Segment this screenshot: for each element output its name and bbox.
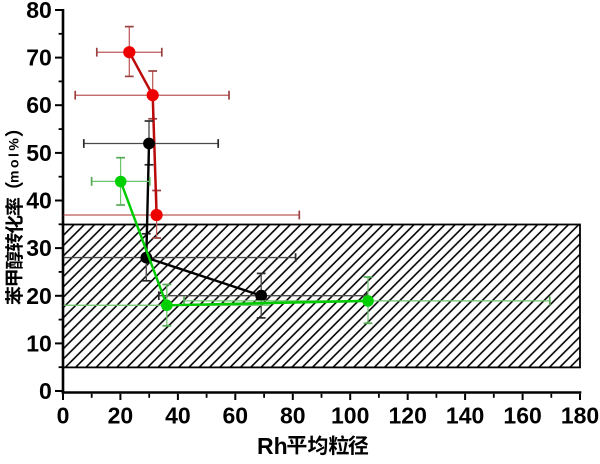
svg-text:80: 80 bbox=[280, 403, 306, 429]
svg-text:60: 60 bbox=[223, 403, 249, 429]
svg-text:100: 100 bbox=[331, 403, 369, 429]
svg-text:20: 20 bbox=[26, 283, 52, 309]
svg-text:20: 20 bbox=[108, 403, 134, 429]
svg-text:0: 0 bbox=[39, 378, 52, 404]
svg-text:10: 10 bbox=[26, 330, 52, 356]
svg-text:Rh: Rh bbox=[257, 433, 288, 459]
svg-text:30: 30 bbox=[26, 235, 52, 261]
svg-text:120: 120 bbox=[389, 403, 427, 429]
svg-text:80: 80 bbox=[26, 0, 52, 23]
svg-text:50: 50 bbox=[26, 140, 52, 166]
svg-text:0: 0 bbox=[57, 403, 70, 429]
svg-text:70: 70 bbox=[26, 45, 52, 71]
svg-text:mol%: mol% bbox=[6, 136, 22, 183]
svg-text:40: 40 bbox=[165, 403, 191, 429]
svg-text:60: 60 bbox=[26, 92, 52, 118]
svg-text:160: 160 bbox=[503, 403, 541, 429]
svg-text:180: 180 bbox=[561, 403, 599, 429]
svg-text:40: 40 bbox=[26, 188, 52, 214]
svg-text:140: 140 bbox=[446, 403, 484, 429]
